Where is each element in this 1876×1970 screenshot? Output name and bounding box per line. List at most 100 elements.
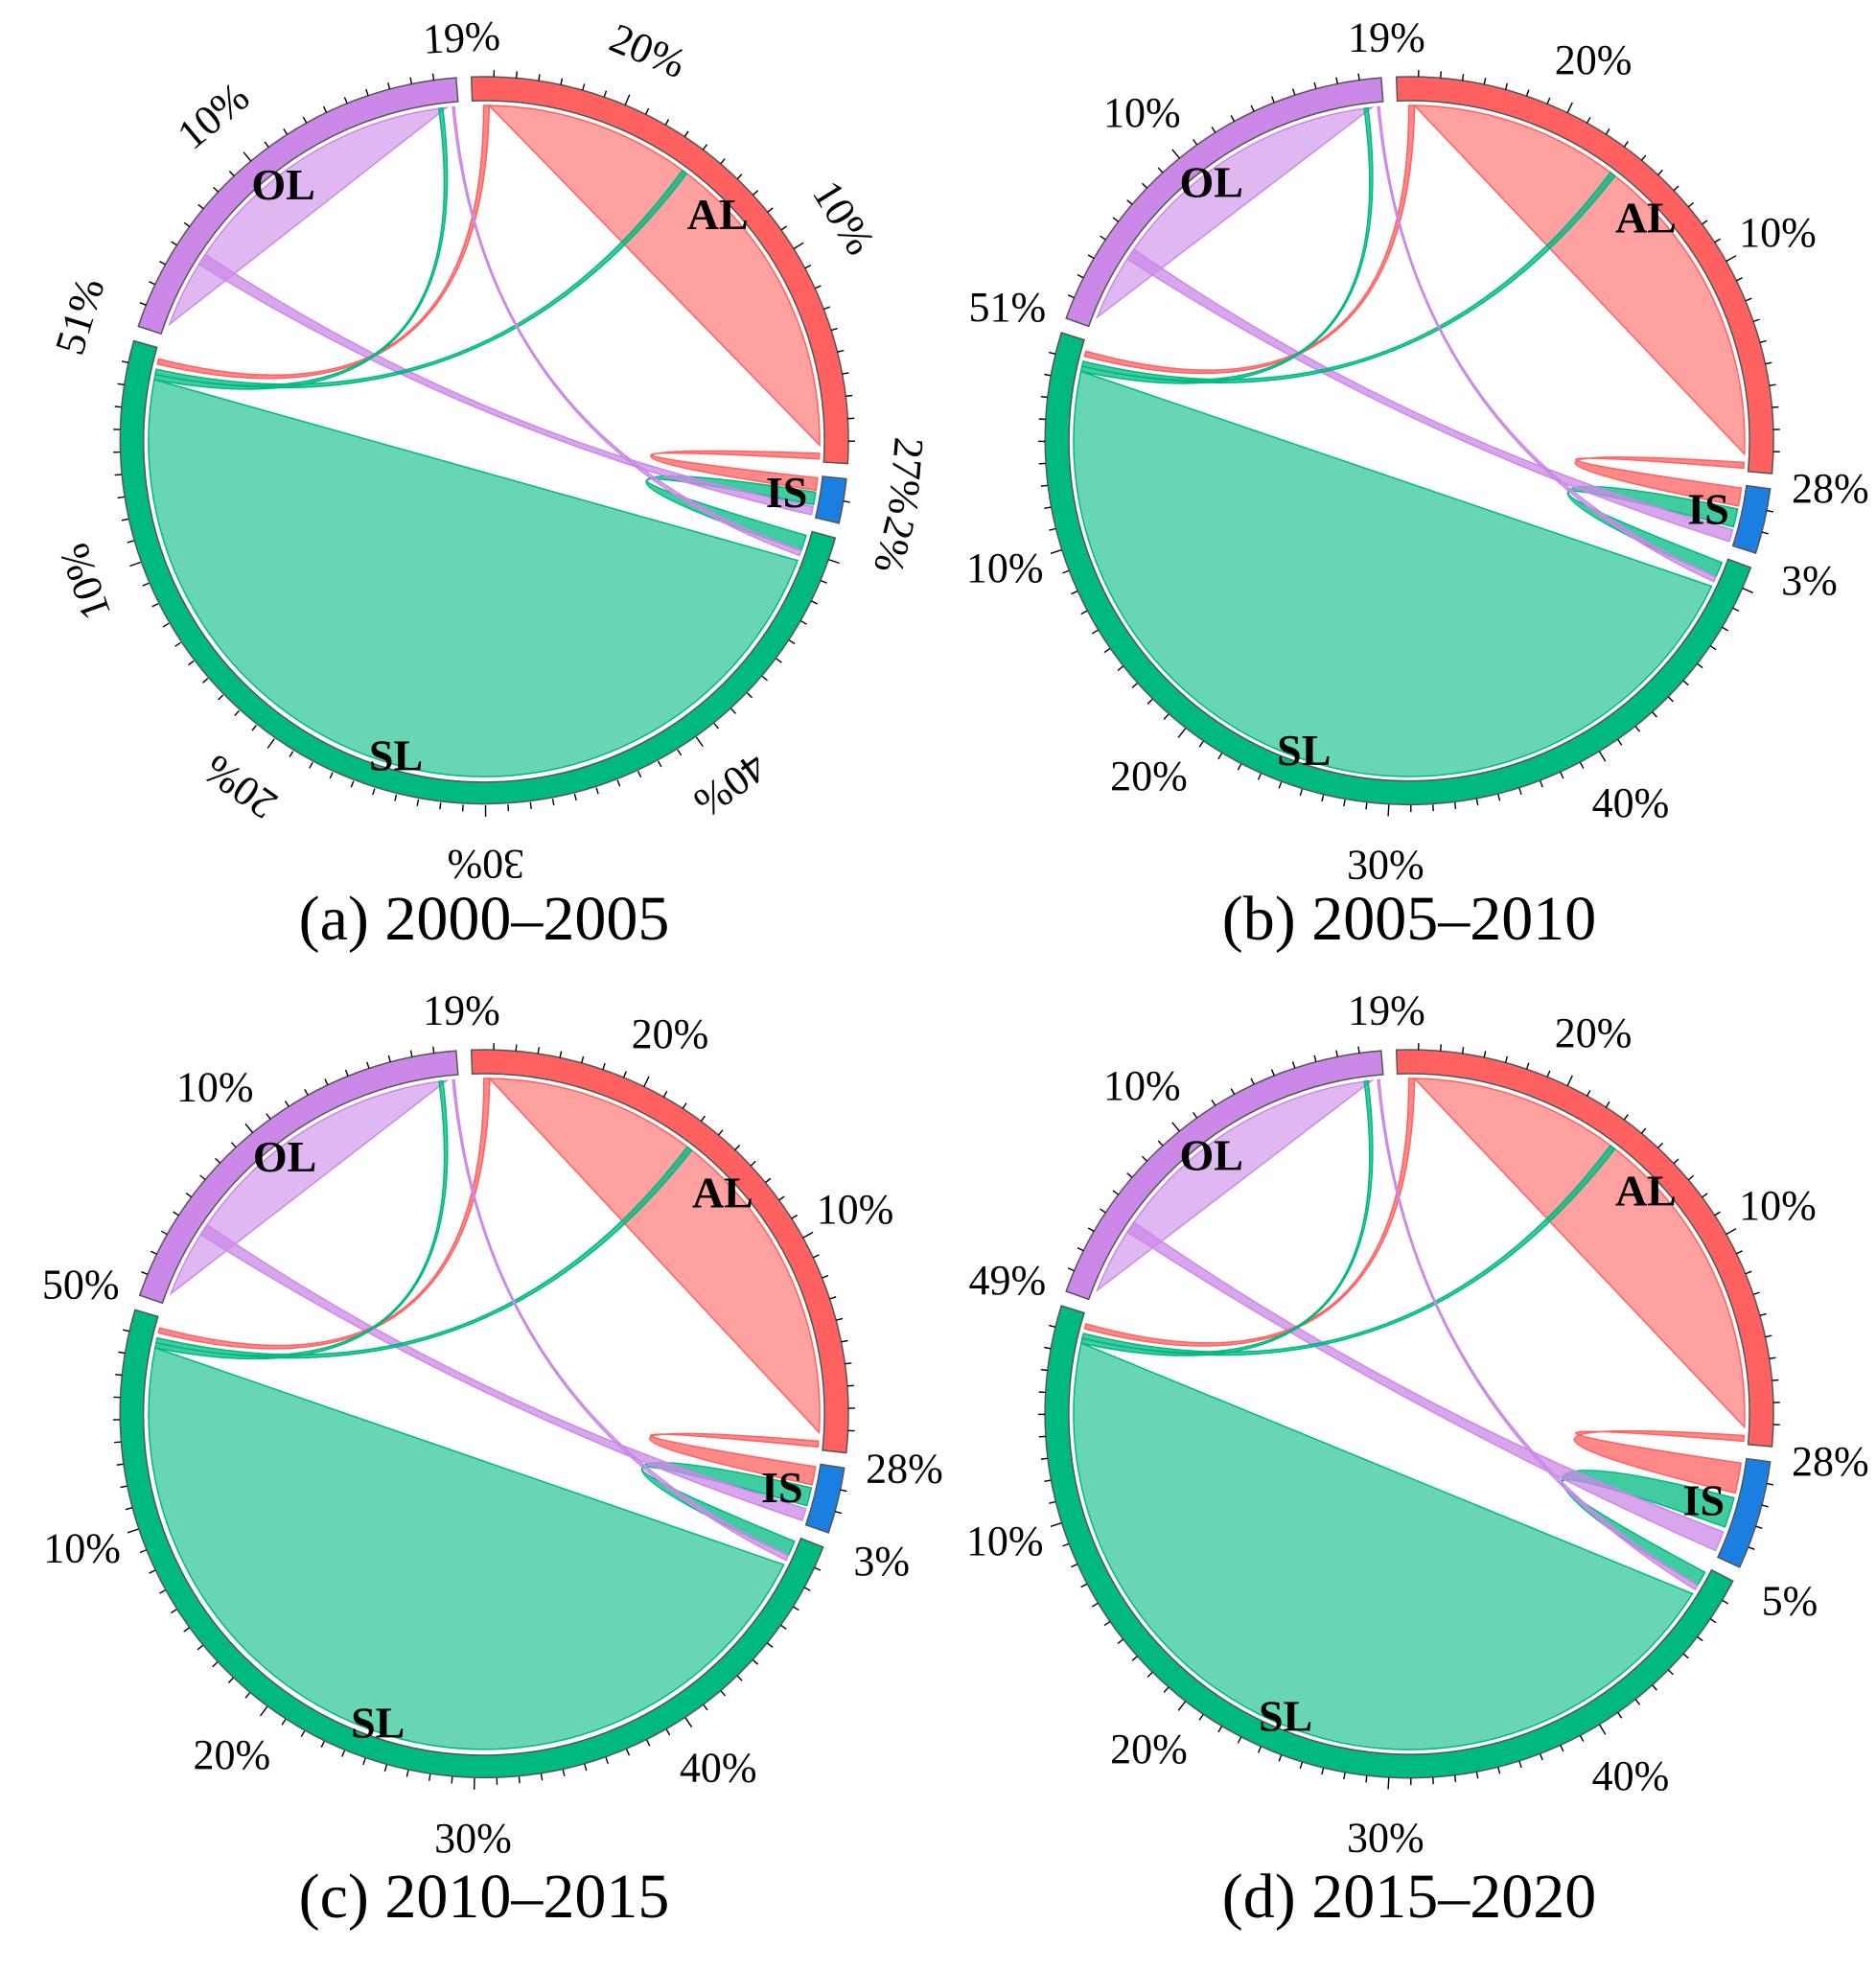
tick-mark: [1387, 1777, 1390, 1790]
tick-mark: [837, 349, 845, 353]
tick-mark: [289, 751, 294, 757]
tick-mark: [1745, 1270, 1752, 1275]
category-label-al: AL: [692, 1168, 753, 1217]
chord-al-self: [487, 104, 821, 448]
tick-mark: [1198, 1714, 1204, 1721]
tick-mark: [387, 82, 391, 90]
tick-mark: [767, 207, 774, 213]
tick-mark: [752, 1658, 759, 1665]
chord-sl-to-ol: [153, 106, 449, 390]
tick-label-sl-40: 40%: [685, 743, 776, 826]
tick-mark: [559, 1051, 563, 1058]
tick-mark: [1772, 406, 1779, 408]
tick-mark: [720, 158, 726, 165]
tick-mark: [139, 1549, 147, 1554]
tick-mark: [803, 1587, 811, 1591]
tick-mark: [700, 1115, 706, 1123]
category-label-is: IS: [1683, 1475, 1725, 1524]
tick-mark: [1237, 763, 1242, 771]
tick-mark: [1475, 799, 1479, 806]
boundary-label-sl-ol: 49%: [968, 1257, 1046, 1304]
tick-mark: [1103, 648, 1111, 654]
tick-mark: [812, 1254, 820, 1259]
tick-mark: [1765, 361, 1772, 365]
tick-mark: [343, 97, 348, 104]
tick-mark: [149, 281, 156, 286]
tick-mark: [1518, 787, 1522, 796]
tick-mark: [114, 406, 122, 408]
tick-mark: [243, 151, 252, 162]
tick-label-sl-30: 30%: [434, 1815, 512, 1862]
boundary-label-al-is: 28%: [1792, 465, 1869, 512]
tick-mark: [843, 500, 850, 503]
tick-label-sl-30: 30%: [1347, 1814, 1424, 1861]
tick-mark: [1250, 104, 1255, 112]
tick-mark: [142, 582, 150, 587]
tick-mark: [1634, 726, 1641, 732]
category-label-ol: OL: [1179, 158, 1242, 207]
tick-mark: [1454, 1774, 1457, 1782]
tick-label-ol-10: 10%: [1103, 89, 1181, 136]
tick-mark: [120, 1485, 127, 1489]
tick-mark: [683, 130, 689, 138]
tick-mark: [1049, 351, 1056, 355]
chord-ol-self: [169, 1079, 450, 1296]
tick-mark: [793, 1606, 799, 1611]
tick-mark: [1050, 549, 1062, 554]
tick-label-sl-40: 40%: [680, 1744, 757, 1791]
tick-mark: [800, 620, 807, 625]
tick-mark: [185, 1193, 193, 1198]
chord-sl-to-ol: [154, 1079, 449, 1360]
tick-label-al-10: 10%: [803, 173, 884, 263]
tick-mark: [1087, 254, 1095, 260]
tick-mark: [1709, 1618, 1717, 1624]
chord-al-to-is: [650, 450, 821, 492]
tick-mark: [1217, 1726, 1223, 1733]
tick-mark: [761, 675, 768, 682]
tick-mark: [1735, 277, 1743, 282]
tick-mark: [1440, 71, 1442, 79]
tick-mark: [416, 799, 420, 806]
tick-mark: [643, 1076, 650, 1087]
tick-mark: [1702, 220, 1708, 225]
tick-mark: [1682, 1653, 1689, 1659]
chord-al-to-is: [648, 1432, 820, 1486]
chord-ol-to-sl: [452, 105, 802, 557]
arc-al: [1395, 76, 1774, 475]
tick-mark: [682, 1102, 687, 1109]
tick-mark: [1044, 1346, 1052, 1350]
tick-mark: [1540, 1753, 1543, 1761]
tick-mark: [515, 71, 518, 79]
chord-ol-to-is: [199, 1223, 807, 1521]
arc-sl: [119, 339, 837, 805]
category-label-ol: OL: [253, 1132, 316, 1181]
tick-mark: [329, 772, 334, 779]
tick-label-sl-30: 30%: [1347, 841, 1424, 888]
tick-label-sl-30: 30%: [447, 841, 524, 888]
tick-mark: [1579, 762, 1585, 769]
tick-mark: [1278, 781, 1283, 789]
tick-mark: [1605, 127, 1610, 135]
tick-mark: [1067, 1267, 1075, 1272]
tick-mark: [1321, 1768, 1325, 1775]
boundary-label-sl-ol: 50%: [42, 1262, 120, 1309]
tick-mark: [1586, 1089, 1591, 1097]
tick-mark: [603, 90, 608, 98]
tick-mark: [1357, 1046, 1360, 1054]
panel-caption: (b) 2005–2010: [1222, 884, 1596, 954]
tick-mark: [1657, 1142, 1663, 1148]
tick-mark: [171, 241, 177, 246]
tick-mark: [582, 83, 586, 91]
tick-mark: [734, 1145, 741, 1151]
tick-mark: [1313, 1055, 1317, 1062]
chord-al-to-is: [1573, 1429, 1746, 1495]
tick-mark: [845, 394, 853, 397]
arc-is: [814, 475, 847, 524]
tick-label-ol-10: 10%: [1103, 1062, 1181, 1109]
chord-sl-to-al: [1080, 171, 1616, 383]
tick-mark: [830, 327, 838, 332]
tick-mark: [802, 1231, 814, 1239]
tick-mark: [1735, 1250, 1743, 1255]
tick-mark: [665, 1728, 671, 1736]
tick-mark: [1257, 1746, 1262, 1753]
